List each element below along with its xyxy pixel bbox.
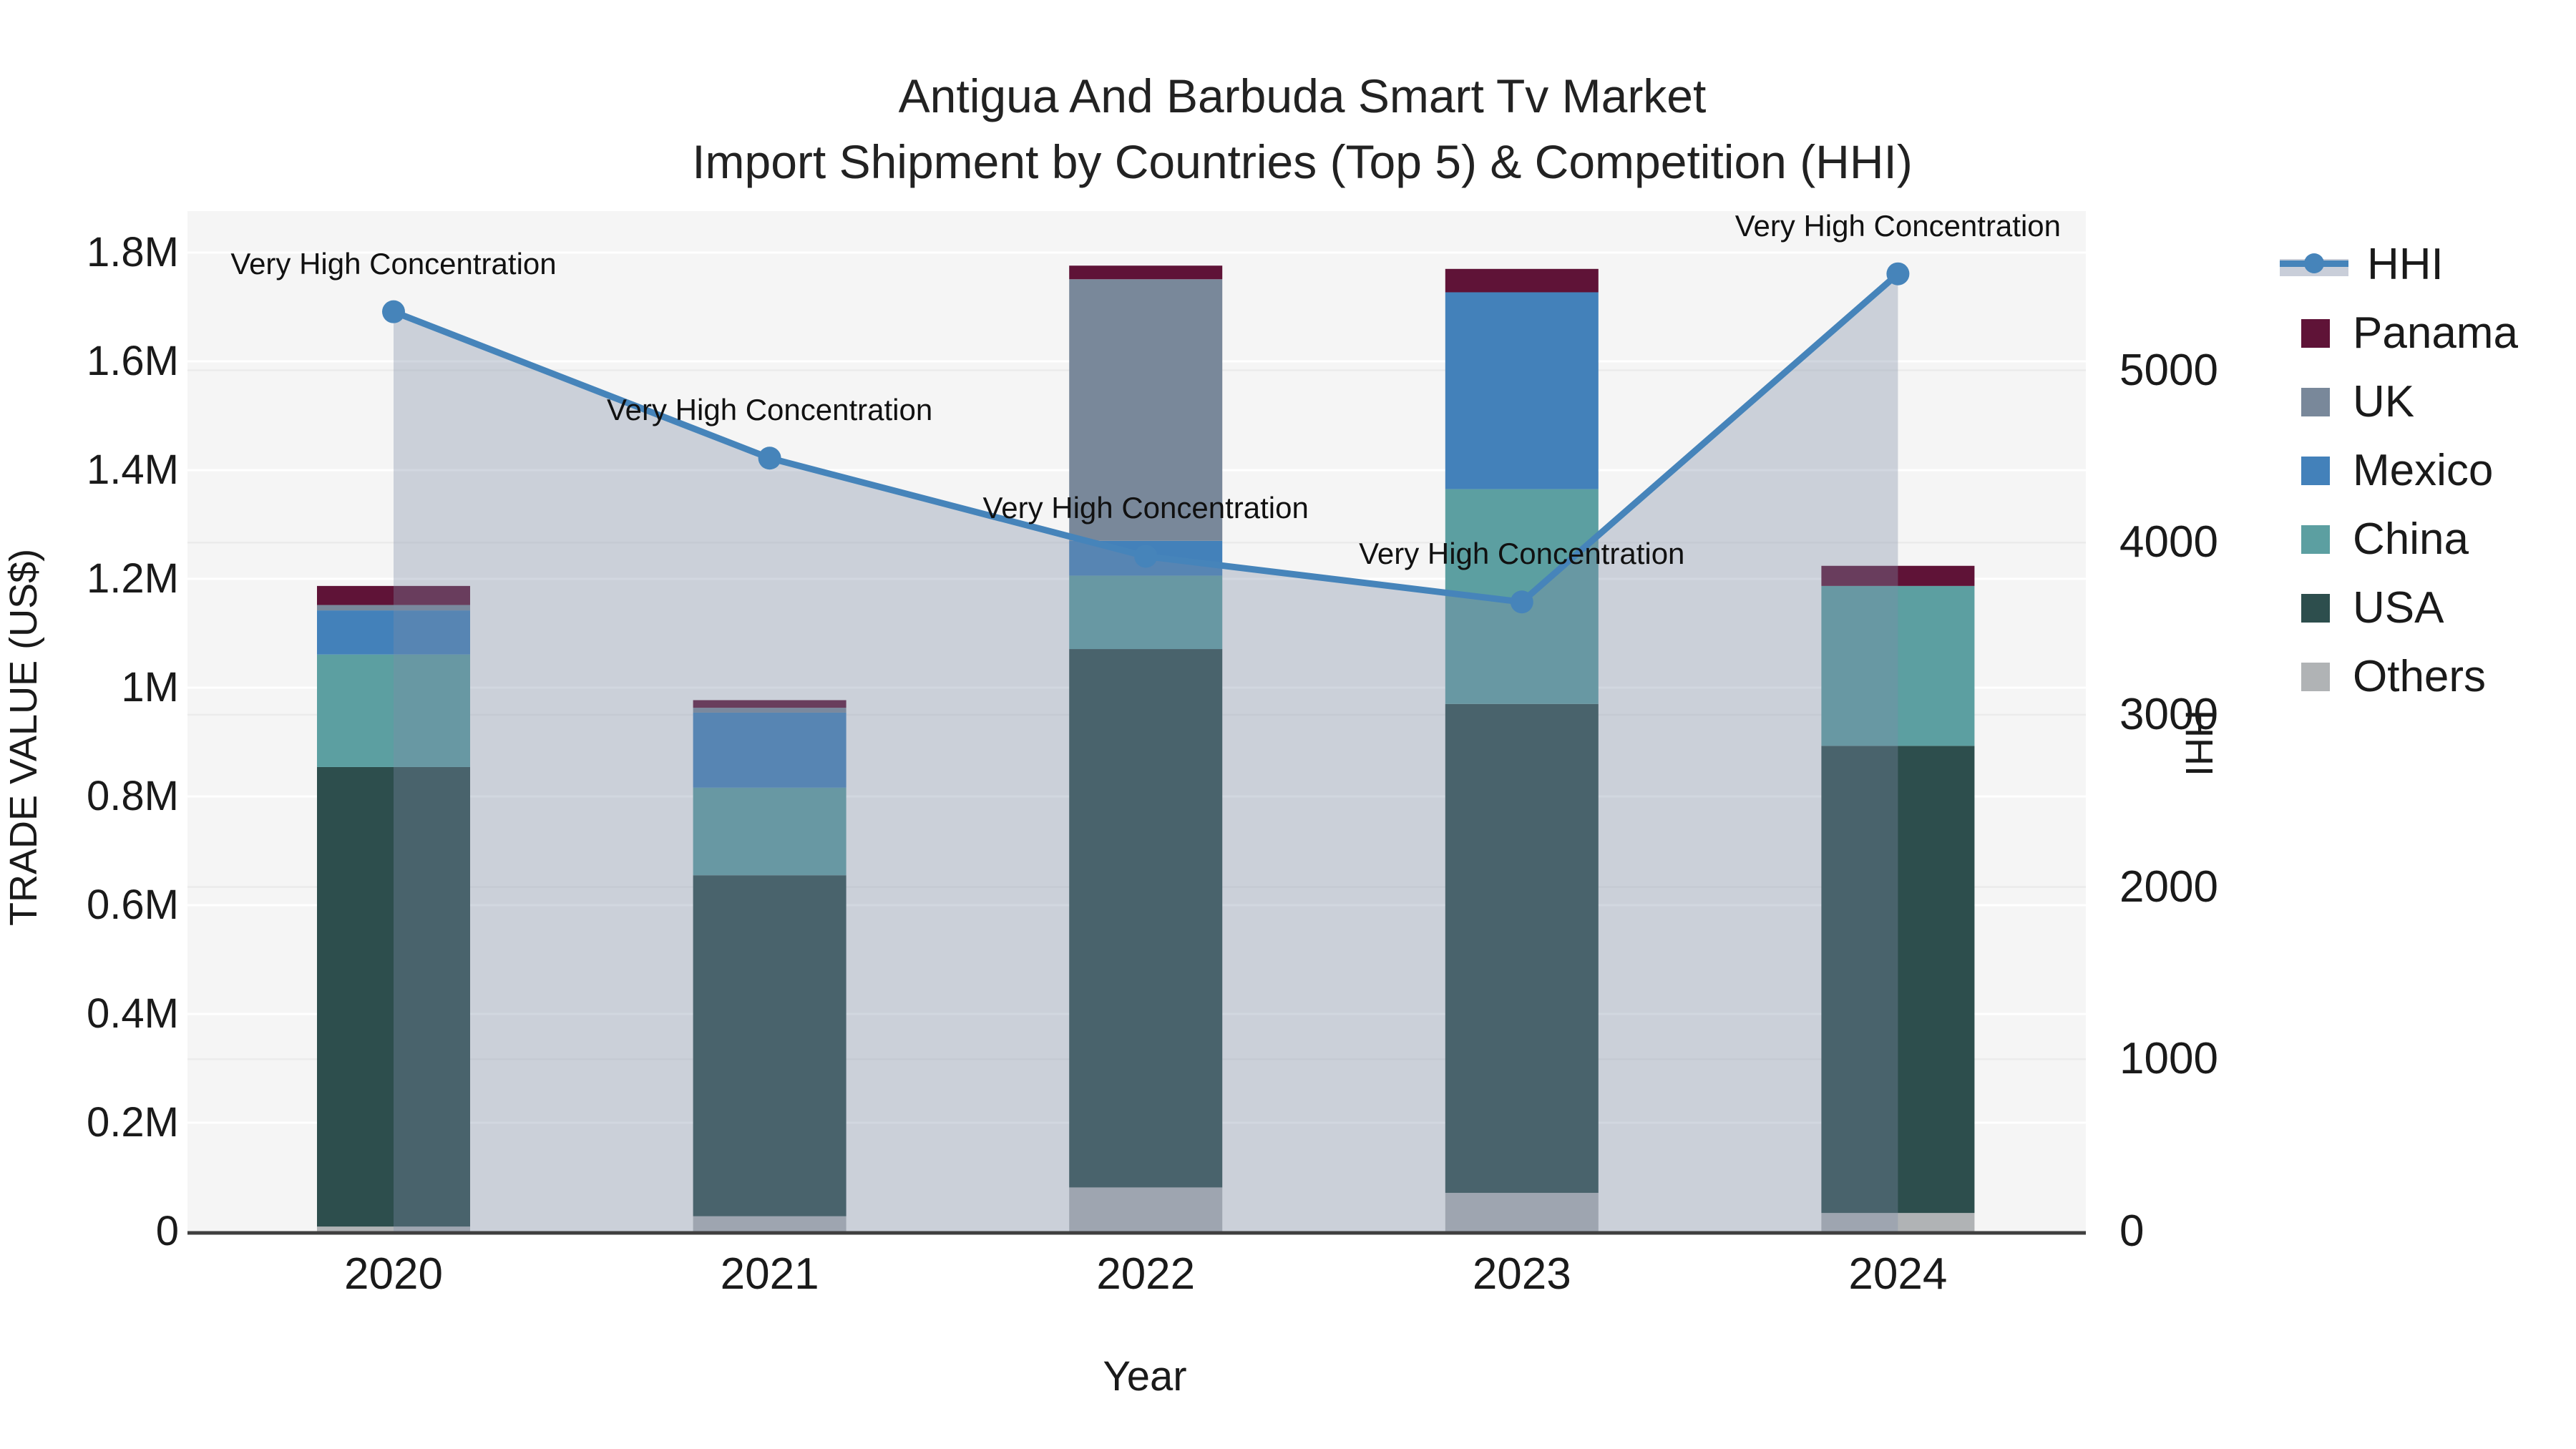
legend-swatch-uk: [2301, 388, 2330, 416]
legend-label-uk: UK: [2353, 377, 2415, 426]
annotation-2020: Very High Concentration: [230, 246, 557, 280]
legend-item-china: China: [2280, 505, 2518, 574]
bar-segment-usa-2020: [317, 766, 470, 1227]
y-left-tick-1.2M: 1.2M: [87, 555, 179, 602]
hhi-marker-2020: [382, 300, 405, 323]
legend-item-others: Others: [2280, 643, 2518, 711]
x-tick-2020: 2020: [344, 1249, 443, 1299]
y-left-tick-0.2M: 0.2M: [87, 1099, 179, 1146]
hhi-marker-2021: [758, 447, 781, 470]
hhi-area-fill: [394, 273, 1898, 1231]
x-tick-2021: 2021: [720, 1249, 819, 1299]
y-left-tick-1.8M: 1.8M: [87, 229, 179, 275]
hhi-marker-2022: [1134, 545, 1158, 568]
bar-segment-mexico-2023: [1445, 292, 1599, 489]
legend-item-hhi: HHI: [2280, 230, 2518, 299]
chart-title-line2: Import Shipment by Countries (Top 5) & C…: [692, 135, 1913, 188]
legend-label-panama: Panama: [2353, 308, 2518, 358]
legend-label-usa: USA: [2353, 583, 2444, 633]
y-left-tick-0.8M: 0.8M: [87, 773, 179, 819]
y-left-tick-0: 0: [155, 1208, 179, 1254]
legend-swatch-usa: [2301, 594, 2330, 623]
x-axis-title: Year: [1103, 1353, 1187, 1400]
y-right-tick-2000: 2000: [2119, 862, 2218, 912]
x-tick-2024: 2024: [1848, 1249, 1948, 1299]
y-right-tick-0: 0: [2119, 1206, 2145, 1256]
y-left-tick-1.6M: 1.6M: [87, 338, 179, 384]
annotation-2022: Very High Concentration: [982, 491, 1309, 525]
bar-segment-usa-2022: [1069, 649, 1223, 1188]
legend-item-panama: Panama: [2280, 299, 2518, 368]
legend-hhi-line-icon: [2280, 249, 2348, 280]
y-axis-title-left: TRADE VALUE (US$): [2, 548, 45, 926]
legend-label-mexico: Mexico: [2353, 446, 2494, 495]
y-right-tick-4000: 4000: [2119, 517, 2218, 567]
y-right-tick-5000: 5000: [2119, 345, 2218, 395]
legend-label-china: China: [2353, 514, 2469, 564]
bar-segment-china-2020: [317, 654, 470, 767]
y-axis-title-right: HHI: [2177, 709, 2220, 776]
bar-segment-panama-2021: [693, 700, 847, 708]
bar-segment-others-2022: [1069, 1187, 1223, 1231]
annotation-2023: Very High Concentration: [1359, 537, 1685, 571]
annotation-2021: Very High Concentration: [606, 393, 933, 427]
chart-title-line1: Antigua And Barbuda Smart Tv Market: [898, 69, 1707, 122]
bar-segment-china-2022: [1069, 575, 1223, 650]
hhi-marker-2024: [1886, 262, 1910, 286]
bar-segment-mexico-2020: [317, 610, 470, 655]
bar-segment-mexico-2021: [693, 712, 847, 788]
x-tick-2023: 2023: [1472, 1249, 1571, 1299]
legend-label-hhi: HHI: [2367, 240, 2444, 289]
bar-segment-uk-2022: [1069, 279, 1223, 541]
legend-item-mexico: Mexico: [2280, 436, 2518, 505]
legend-swatch-panama: [2301, 319, 2330, 348]
y-left-tick-1M: 1M: [121, 664, 179, 711]
legend-item-uk: UK: [2280, 368, 2518, 436]
y-left-tick-0.6M: 0.6M: [87, 882, 179, 928]
legend-label-others: Others: [2353, 652, 2487, 701]
bar-segment-usa-2024: [1821, 746, 1975, 1214]
bar-segment-usa-2023: [1445, 703, 1599, 1194]
bar-segment-usa-2021: [693, 875, 847, 1216]
y-right-tick-1000: 1000: [2119, 1034, 2218, 1084]
legend-swatch-china: [2301, 525, 2330, 554]
bar-segment-panama-2022: [1069, 265, 1223, 280]
y-right-tick-3000: 3000: [2119, 689, 2218, 739]
annotation-2024: Very High Concentration: [1735, 208, 2062, 243]
bar-segment-others-2020: [317, 1226, 470, 1231]
y-left-tick-1.4M: 1.4M: [87, 447, 179, 493]
bar-segment-panama-2023: [1445, 268, 1599, 293]
bar-segment-china-2024: [1821, 585, 1975, 746]
bar-segment-panama-2024: [1821, 565, 1975, 586]
legend-item-usa: USA: [2280, 574, 2518, 643]
x-tick-2022: 2022: [1096, 1249, 1196, 1299]
bar-segment-panama-2020: [317, 585, 470, 605]
chart-title: Antigua And Barbuda Smart Tv Market Impo…: [29, 63, 2576, 195]
legend: HHI Panama UK Mexico China USA Others: [2280, 230, 2518, 711]
legend-swatch-others: [2301, 663, 2330, 691]
bar-segment-others-2024: [1821, 1213, 1975, 1231]
bar-segment-china-2021: [693, 787, 847, 876]
bar-segment-others-2023: [1445, 1193, 1599, 1231]
bar-segment-uk-2020: [317, 605, 470, 611]
legend-swatch-mexico: [2301, 457, 2330, 485]
bar-segment-uk-2021: [693, 708, 847, 713]
y-left-tick-0.4M: 0.4M: [87, 990, 179, 1037]
bar-segment-others-2021: [693, 1216, 847, 1231]
hhi-marker-2023: [1510, 590, 1533, 614]
